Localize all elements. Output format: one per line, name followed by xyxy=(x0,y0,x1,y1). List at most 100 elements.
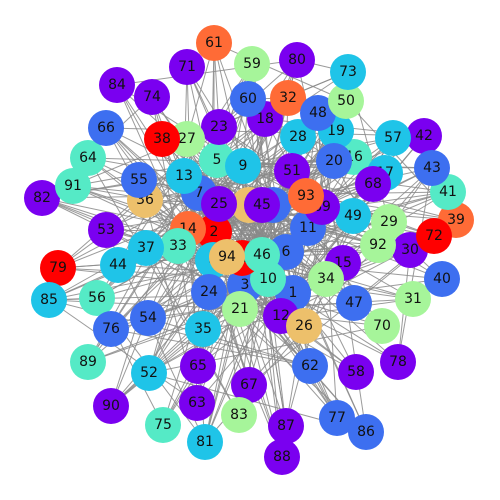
graph-node: 25 xyxy=(201,186,237,222)
graph-node: 38 xyxy=(144,121,180,157)
graph-node: 73 xyxy=(330,54,366,90)
node-circle xyxy=(328,83,364,119)
node-circle xyxy=(180,348,216,384)
node-circle xyxy=(134,79,170,115)
node-circle xyxy=(280,119,316,155)
node-circle xyxy=(335,198,371,234)
graph-node: 47 xyxy=(336,285,372,321)
node-label: 85 xyxy=(40,292,58,308)
node-label: 55 xyxy=(130,172,148,188)
node-label: 30 xyxy=(401,242,419,258)
node-circle xyxy=(24,180,60,216)
node-circle xyxy=(221,397,257,433)
node-circle xyxy=(414,150,450,186)
graph-node: 33 xyxy=(160,228,196,264)
graph-node: 42 xyxy=(406,118,442,154)
graph-node: 61 xyxy=(196,25,232,61)
graph-node: 44 xyxy=(100,247,136,283)
edge xyxy=(41,197,228,258)
node-circle xyxy=(88,212,124,248)
node-circle xyxy=(160,228,196,264)
graph-node: 27 xyxy=(169,121,205,157)
graph-node: 86 xyxy=(348,414,384,450)
node-circle xyxy=(130,300,166,336)
node-circle xyxy=(79,280,115,316)
graph-node: 94 xyxy=(209,239,245,275)
node-label: 41 xyxy=(439,184,457,200)
node-label: 3 xyxy=(241,277,250,293)
graph-node: 70 xyxy=(364,308,400,344)
node-label: 79 xyxy=(49,260,67,276)
node-circle xyxy=(128,230,164,266)
node-circle xyxy=(230,81,266,117)
graph-node: 82 xyxy=(24,180,60,216)
node-circle xyxy=(292,348,328,384)
graph-node: 50 xyxy=(328,83,364,119)
node-label: 45 xyxy=(253,197,271,213)
node-label: 65 xyxy=(189,358,207,374)
node-circle xyxy=(364,308,400,344)
node-label: 67 xyxy=(240,377,258,393)
node-circle xyxy=(338,354,374,390)
node-label: 5 xyxy=(213,152,222,168)
graph-node: 58 xyxy=(338,354,374,390)
node-label: 56 xyxy=(88,290,106,306)
node-circle xyxy=(166,158,202,194)
node-label: 23 xyxy=(210,119,228,135)
node-label: 68 xyxy=(364,176,382,192)
graph-node: 87 xyxy=(268,408,304,444)
graph-node: 93 xyxy=(288,178,324,214)
node-label: 18 xyxy=(256,111,274,127)
graph-node: 81 xyxy=(187,424,223,460)
graph-node: 80 xyxy=(279,42,315,78)
node-label: 82 xyxy=(33,190,51,206)
node-circle xyxy=(40,250,76,286)
node-circle xyxy=(179,385,215,421)
node-circle xyxy=(244,187,280,223)
node-label: 42 xyxy=(415,128,433,144)
graph-node: 13 xyxy=(166,158,202,194)
edge xyxy=(110,291,210,407)
node-label: 7 xyxy=(195,185,204,201)
node-label: 25 xyxy=(210,196,228,212)
node-circle xyxy=(88,110,124,146)
node-circle xyxy=(201,109,237,145)
graph-node: 83 xyxy=(221,397,257,433)
graph-node: 56 xyxy=(79,280,115,316)
graph-node: 78 xyxy=(380,344,416,380)
node-label: 20 xyxy=(325,153,343,169)
node-circle xyxy=(286,308,322,344)
node-circle xyxy=(70,344,106,380)
node-label: 43 xyxy=(423,160,441,176)
graph-node: 48 xyxy=(300,95,336,131)
node-label: 40 xyxy=(433,271,451,287)
node-circle xyxy=(187,424,223,460)
node-label: 46 xyxy=(253,247,271,263)
graph-node: 54 xyxy=(130,300,166,336)
node-label: 34 xyxy=(317,271,335,287)
node-label: 60 xyxy=(239,91,257,107)
graph-node: 57 xyxy=(375,120,411,156)
node-circle xyxy=(93,311,129,347)
node-label: 94 xyxy=(218,249,236,265)
graph-node: 72 xyxy=(416,218,452,254)
node-circle xyxy=(185,311,221,347)
nodes: 0123456789101112131415161718192021222324… xyxy=(24,25,474,475)
graph-node: 75 xyxy=(145,407,181,443)
graph-node: 40 xyxy=(424,261,460,297)
node-label: 28 xyxy=(289,129,307,145)
node-circle xyxy=(395,281,431,317)
node-label: 81 xyxy=(196,434,214,450)
node-label: 51 xyxy=(283,163,301,179)
node-label: 66 xyxy=(97,120,115,136)
graph-node: 24 xyxy=(191,274,227,310)
node-label: 71 xyxy=(178,59,196,75)
node-circle xyxy=(355,166,391,202)
graph-node: 84 xyxy=(99,67,135,103)
node-label: 32 xyxy=(279,90,297,106)
graph-node: 55 xyxy=(121,162,157,198)
edge xyxy=(48,299,198,404)
graph-node: 53 xyxy=(88,212,124,248)
node-label: 29 xyxy=(380,214,398,230)
graph-node: 32 xyxy=(270,80,306,116)
